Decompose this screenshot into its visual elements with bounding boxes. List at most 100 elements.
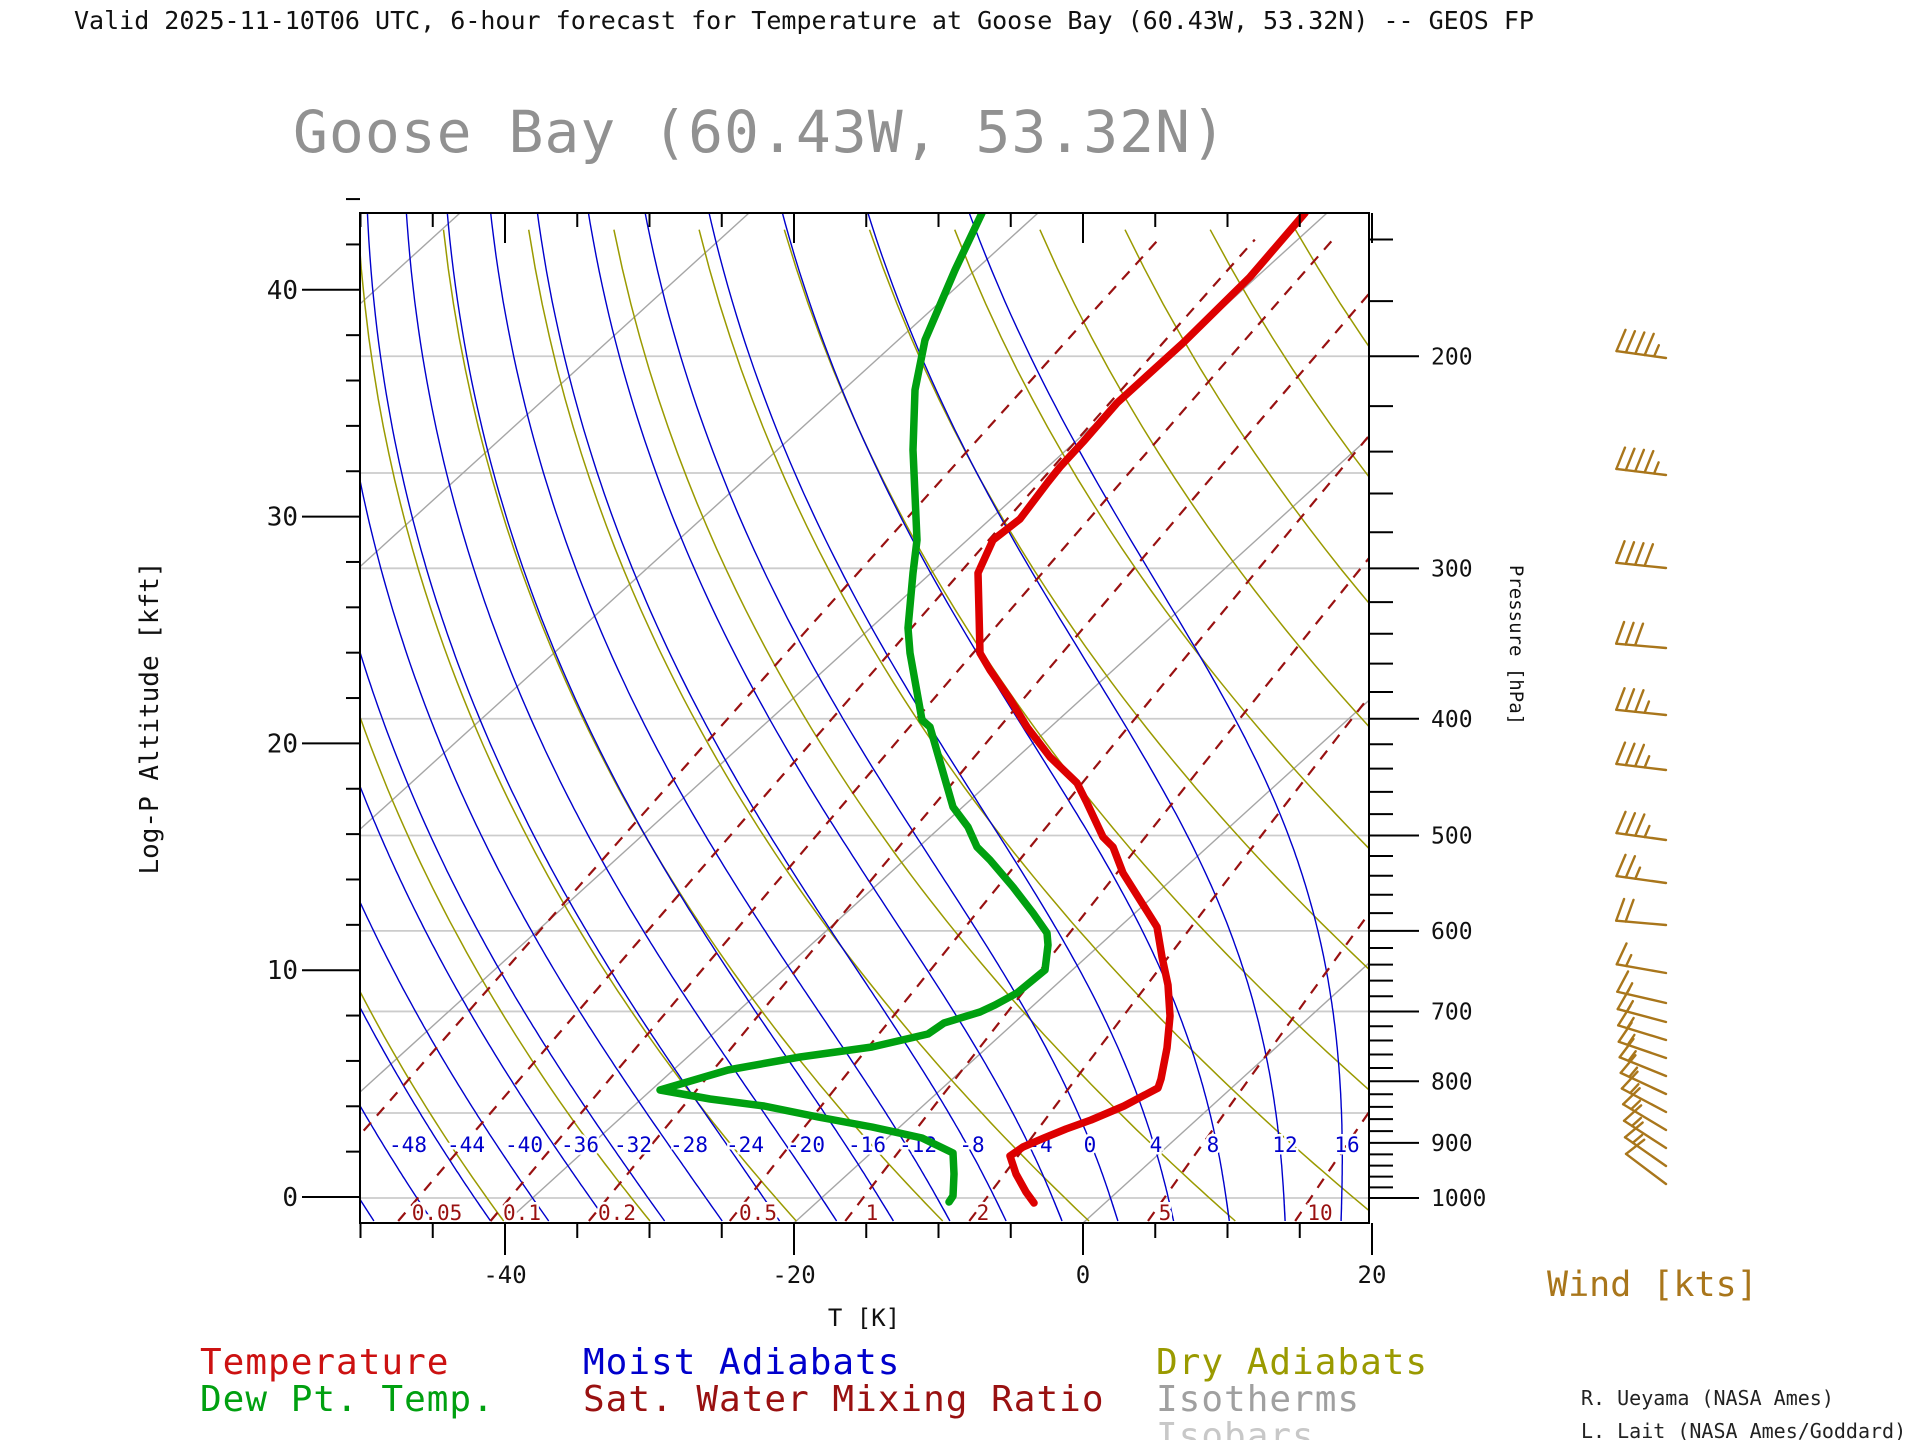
- wind-barb: [1615, 942, 1668, 975]
- mixing-ratio-line-0.2: [588, 292, 1369, 1222]
- wind-units-label: Wind [kts]: [1547, 1265, 1758, 1305]
- dry-adiabat-250: [360, 241, 797, 1222]
- pressure-tick-label-500: 500: [1431, 823, 1473, 849]
- wind-barb: [1615, 540, 1668, 570]
- legend-item-isobars: Isobars: [1156, 1416, 1315, 1440]
- dry-adiabat-300: [783, 229, 1369, 1091]
- mixing-ratio-line-5: [1147, 911, 1369, 1222]
- legend-item-dew-pt-temp-: Dew Pt. Temp.: [200, 1379, 495, 1420]
- legend-item-moist-adiabats: Moist Adiabats: [583, 1342, 901, 1383]
- moist-adiabat--20: [405, 213, 838, 1222]
- wind-barb: [1615, 687, 1668, 717]
- credit-line-2: L. Lait (NASA Ames/Goddard): [1581, 1419, 1907, 1440]
- dry-adiabat-240: [360, 714, 651, 1222]
- moist-adiabat--8: [536, 213, 1007, 1222]
- bottom-axis-title: T [K]: [827, 1304, 901, 1332]
- mixing-ratio-line-1: [844, 556, 1369, 1222]
- moist-adiabat-label--16: -16: [848, 1133, 886, 1157]
- mixing-ratio-line-0.5: [728, 434, 1369, 1222]
- dry-adiabat-350: [1209, 229, 1369, 479]
- moist-adiabat--12: [489, 213, 951, 1222]
- pressure-tick-label-700: 700: [1431, 999, 1473, 1025]
- mixing-ratio-line-10: [1294, 1110, 1369, 1222]
- x-tick-label-0: 0: [1076, 1261, 1090, 1289]
- moist-adiabat-label--32: -32: [614, 1133, 652, 1157]
- moist-adiabat-12: [867, 213, 1286, 1222]
- moist-adiabat--28: [360, 476, 723, 1222]
- moist-adiabat--68: [0, 206, 140, 1221]
- dry-adiabat-330: [1039, 229, 1369, 728]
- moist-adiabat--72: [0, 206, 82, 1221]
- moist-adiabat-label--24: -24: [726, 1133, 764, 1157]
- credit-line-1: R. Ueyama (NASA Ames): [1581, 1386, 1834, 1410]
- pressure-tick-label-200: 200: [1431, 344, 1473, 370]
- kft-tick-label-30: 30: [267, 503, 298, 533]
- kft-tick-label-10: 10: [267, 956, 298, 986]
- wind-barb: [1615, 741, 1668, 772]
- dry-adiabat-340: [1124, 229, 1369, 605]
- wind-barb: [1620, 1070, 1668, 1114]
- moist-adiabat--40: [360, 900, 550, 1222]
- dry-adiabat-320: [954, 229, 1369, 850]
- moist-adiabat-label-0: 0: [1084, 1133, 1097, 1157]
- wind-barb: [1619, 1054, 1668, 1096]
- mixing-ratio-label-2: 2: [977, 1201, 990, 1225]
- mixing-ratio-line-0.05: [397, 238, 1256, 1222]
- wind-barb: [1615, 810, 1668, 842]
- moist-adiabat--32: [360, 649, 666, 1222]
- wind-barb: [1615, 328, 1668, 360]
- moist-adiabat-label--48: -48: [389, 1133, 427, 1157]
- legend-item-isotherms: Isotherms: [1156, 1379, 1361, 1420]
- moist-adiabat--24: [366, 213, 781, 1222]
- x-tick-label--20: -20: [772, 1261, 815, 1289]
- kft-tick-label-0: 0: [282, 1183, 298, 1213]
- mixing-ratio-label-0.2: 0.2: [598, 1201, 636, 1225]
- wind-barb: [1614, 897, 1668, 927]
- moist-adiabat-label-12: 12: [1272, 1133, 1297, 1157]
- legend-item-dry-adiabats: Dry Adiabats: [1156, 1342, 1429, 1383]
- dry-adiabat-360: [1294, 229, 1369, 348]
- dry-adiabat-290: [698, 229, 1369, 1212]
- moist-adiabat-label-4: 4: [1150, 1133, 1163, 1157]
- mixing-ratio-line-0.02: [360, 238, 1160, 1137]
- mixing-ratio-label-0.1: 0.1: [503, 1201, 541, 1225]
- kft-tick-label-40: 40: [267, 276, 298, 306]
- moist-adiabat-label-8: 8: [1207, 1133, 1220, 1157]
- mixing-ratio-line-0.1: [489, 238, 1334, 1222]
- moist-adiabat-label--28: -28: [670, 1133, 708, 1157]
- mixing-ratio-label-1: 1: [866, 1201, 879, 1225]
- isotherm--40: [504, 436, 1369, 1223]
- dry-adiabat-270: [527, 229, 1090, 1222]
- pressure-tick-label-400: 400: [1431, 707, 1473, 733]
- isotherm--80: [360, 213, 1039, 831]
- isotherm--100: [360, 213, 750, 568]
- x-tick-label--40: -40: [483, 1261, 526, 1289]
- mixing-ratio-label-10: 10: [1307, 1201, 1332, 1225]
- moist-adiabat-label--36: -36: [561, 1133, 599, 1157]
- wind-barb: [1621, 1087, 1668, 1132]
- right-axis-title: Pressure [hPa]: [1505, 564, 1527, 726]
- moist-adiabat--56: [75, 206, 316, 1221]
- moist-adiabat--16: [446, 213, 895, 1222]
- moist-adiabat--36: [360, 784, 608, 1222]
- wind-barb: [1624, 1138, 1668, 1186]
- wind-barb: [1623, 1121, 1668, 1168]
- left-axis-title: Log-P Altitude [kft]: [135, 561, 165, 875]
- kft-tick-label-20: 20: [267, 729, 298, 759]
- wind-barb: [1615, 853, 1668, 885]
- pressure-tick-label-300: 300: [1431, 556, 1473, 582]
- moist-adiabat-16: [968, 213, 1343, 1222]
- pressure-tick-label-900: 900: [1431, 1131, 1473, 1157]
- isotherm-40: [1661, 213, 1920, 1223]
- wind-barbs: [1614, 328, 1668, 1186]
- moist-adiabat-label--20: -20: [787, 1133, 825, 1157]
- moist-adiabat-label--8: -8: [959, 1133, 984, 1157]
- wind-barb: [1615, 446, 1668, 477]
- mixing-ratio-label-0.5: 0.5: [739, 1201, 777, 1225]
- moist-adiabat-label-16: 16: [1334, 1133, 1359, 1157]
- legend-item-sat-water-mixing-ratio: Sat. Water Mixing Ratio: [583, 1379, 1105, 1420]
- isotherm-0: [1082, 962, 1369, 1223]
- legend-item-temperature: Temperature: [200, 1342, 450, 1383]
